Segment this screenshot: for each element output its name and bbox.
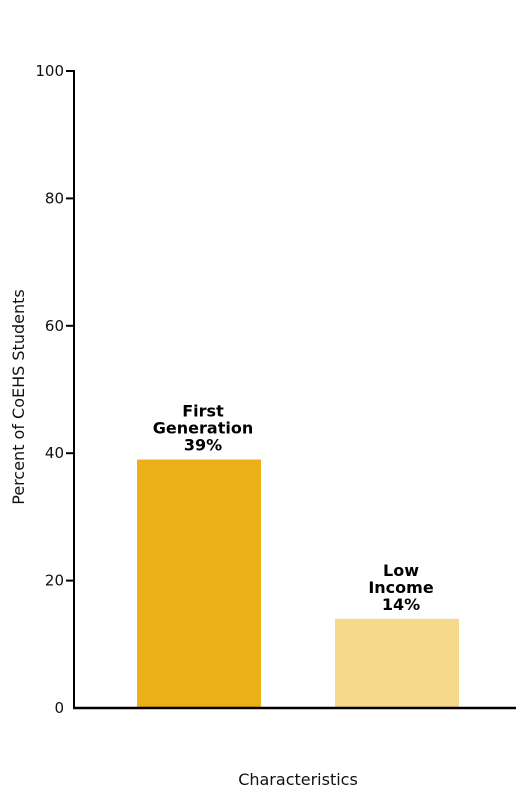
y-tick-label: 80 (45, 189, 64, 207)
bar-data-label: 14% (382, 595, 420, 614)
bar-data-label: Low (383, 561, 419, 580)
y-tick-label: 20 (45, 572, 64, 590)
bar-data-label: 39% (184, 436, 222, 455)
bar-data-label: Generation (153, 419, 253, 438)
y-tick-label: 40 (45, 444, 64, 462)
y-tick-label: 100 (35, 62, 64, 80)
bar-low-income (335, 618, 459, 708)
axes-group (73, 71, 516, 710)
y-axis-title: Percent of CoEHS Students (9, 289, 28, 504)
y-tick-label: 0 (54, 699, 64, 717)
bars-group (137, 459, 459, 708)
y-tick-label: 60 (45, 317, 64, 335)
bar-first-generation (137, 459, 261, 708)
bar-data-label: Income (368, 578, 433, 597)
x-axis-title: Characteristics (238, 770, 358, 789)
bar-data-label: First (182, 402, 224, 421)
y-ticks-group: 0 20 40 60 80 100 (35, 62, 75, 717)
